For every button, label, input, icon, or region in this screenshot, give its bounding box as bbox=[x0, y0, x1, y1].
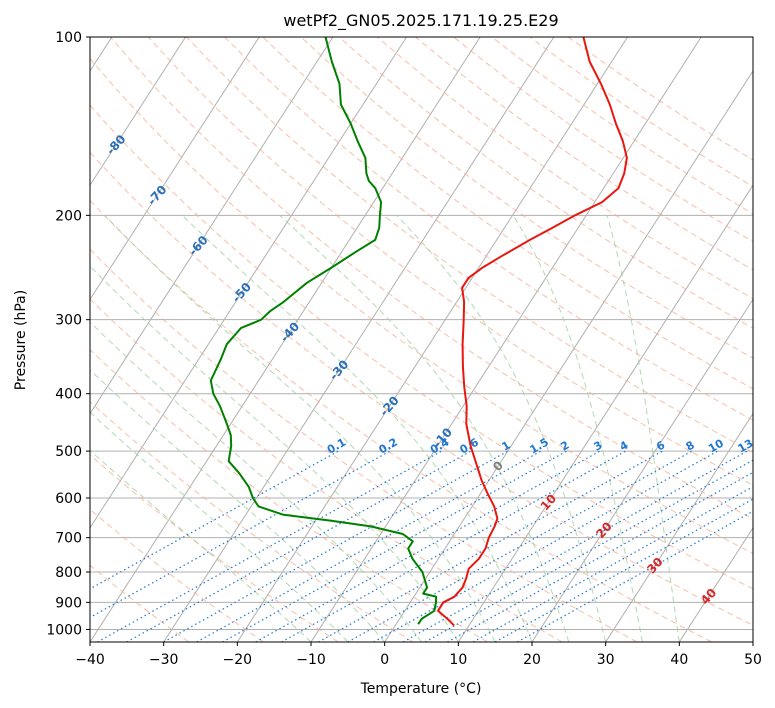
y-tick-label: 600 bbox=[55, 491, 82, 507]
x-axis-ticks: −40 −30 −20 −10 0 10 20 30 40 50 bbox=[75, 642, 762, 668]
dry-adiabat-line bbox=[109, 37, 753, 520]
y-tick-label: 300 bbox=[55, 313, 82, 329]
y-tick-label: 200 bbox=[55, 208, 82, 224]
x-tick-label: 40 bbox=[670, 652, 688, 668]
moist-adiabat-line bbox=[104, 214, 496, 642]
isotherm-line bbox=[163, 37, 555, 642]
moist-adiabat-line bbox=[90, 411, 349, 642]
isotherm-line bbox=[90, 37, 407, 529]
dry-adiabat-line bbox=[90, 151, 753, 626]
dry-adiabat-line bbox=[90, 57, 753, 555]
x-tick-label: −40 bbox=[75, 652, 105, 668]
dry-adiabat-lines bbox=[90, 37, 753, 642]
y-tick-label: 500 bbox=[55, 444, 82, 460]
sounding-profiles bbox=[209, 37, 628, 627]
isotherm-line bbox=[90, 37, 481, 642]
moist-adiabat-line bbox=[279, 214, 570, 642]
x-tick-label: 30 bbox=[597, 652, 615, 668]
isotherm-line bbox=[384, 70, 753, 642]
dry-adiabat-line bbox=[90, 248, 638, 642]
y-tick-label: 1000 bbox=[46, 622, 82, 638]
y-tick-label: 900 bbox=[55, 595, 82, 611]
y-tick-label: 100 bbox=[55, 30, 82, 46]
dry-adiabat-line bbox=[90, 349, 488, 642]
dry-adiabat-line bbox=[262, 37, 753, 390]
x-tick-label: −30 bbox=[149, 652, 179, 668]
moist-adiabat-line bbox=[90, 321, 422, 642]
mixing-ratio-label: 13 bbox=[736, 437, 756, 456]
x-tick-label: −20 bbox=[223, 652, 253, 668]
isotherm-line bbox=[90, 37, 186, 187]
y-tick-label: 400 bbox=[55, 387, 82, 403]
plot-frame bbox=[89, 36, 754, 643]
moist-adiabat-line bbox=[90, 449, 312, 642]
chart-title: wetPf2_GN05.2025.171.19.25.E29 bbox=[283, 11, 558, 31]
plot-area: -100-90-80-70-60-50-40-30-20-10010203040… bbox=[90, 37, 756, 642]
dry-adiabat-line bbox=[90, 508, 264, 642]
y-tick-label: 800 bbox=[55, 565, 82, 581]
x-tick-label: 10 bbox=[449, 652, 467, 668]
dry-adiabat-line bbox=[90, 298, 563, 642]
isotherm-line bbox=[236, 37, 628, 642]
dry-adiabat-line bbox=[90, 199, 712, 642]
isotherm-line bbox=[90, 37, 334, 415]
isotherm-line bbox=[90, 37, 260, 301]
isotherm-line bbox=[531, 298, 753, 642]
moist-adiabat-line bbox=[90, 369, 386, 642]
x-tick-label: −10 bbox=[296, 652, 326, 668]
moist-adiabat-line bbox=[181, 214, 533, 642]
dry-adiabat-line bbox=[90, 104, 753, 590]
isotherm-line bbox=[678, 526, 753, 642]
isotherm-line bbox=[605, 412, 753, 642]
temperature-profile-line bbox=[437, 37, 628, 627]
isotherm-line bbox=[457, 184, 753, 642]
moist-adiabat-line bbox=[90, 265, 459, 642]
dry-adiabat-line bbox=[90, 454, 339, 642]
dry-adiabat-line bbox=[300, 37, 753, 359]
moist-adiabat-lines bbox=[90, 214, 680, 642]
moist-adiabat-line bbox=[606, 215, 680, 642]
x-tick-label: 0 bbox=[380, 652, 389, 668]
x-tick-label: 50 bbox=[744, 652, 762, 668]
dry-adiabat-line bbox=[90, 400, 414, 642]
x-axis-label: Temperature (°C) bbox=[360, 681, 482, 697]
y-axis-ticks: 100 200 300 400 500 600 700 800 900 1000 bbox=[46, 30, 90, 638]
y-tick-label: 700 bbox=[55, 531, 82, 547]
y-axis-label: Pressure (hPa) bbox=[13, 290, 29, 390]
x-tick-label: 20 bbox=[523, 652, 541, 668]
dewpoint-profile-line bbox=[209, 37, 438, 625]
